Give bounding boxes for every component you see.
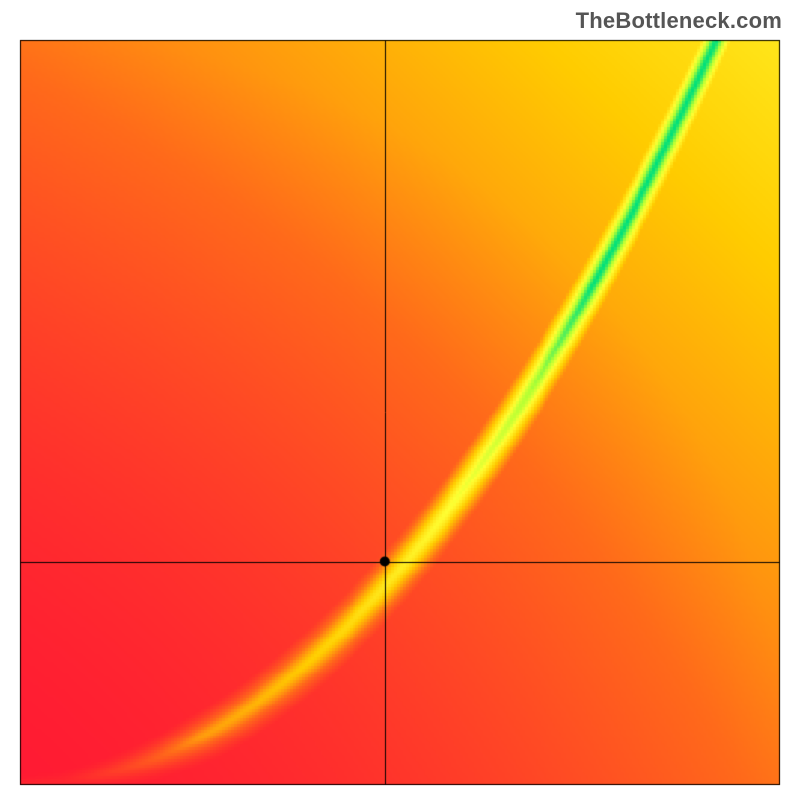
figure-container: TheBottleneck.com (0, 0, 800, 800)
overlay-canvas (0, 0, 800, 800)
watermark-label: TheBottleneck.com (576, 8, 782, 34)
